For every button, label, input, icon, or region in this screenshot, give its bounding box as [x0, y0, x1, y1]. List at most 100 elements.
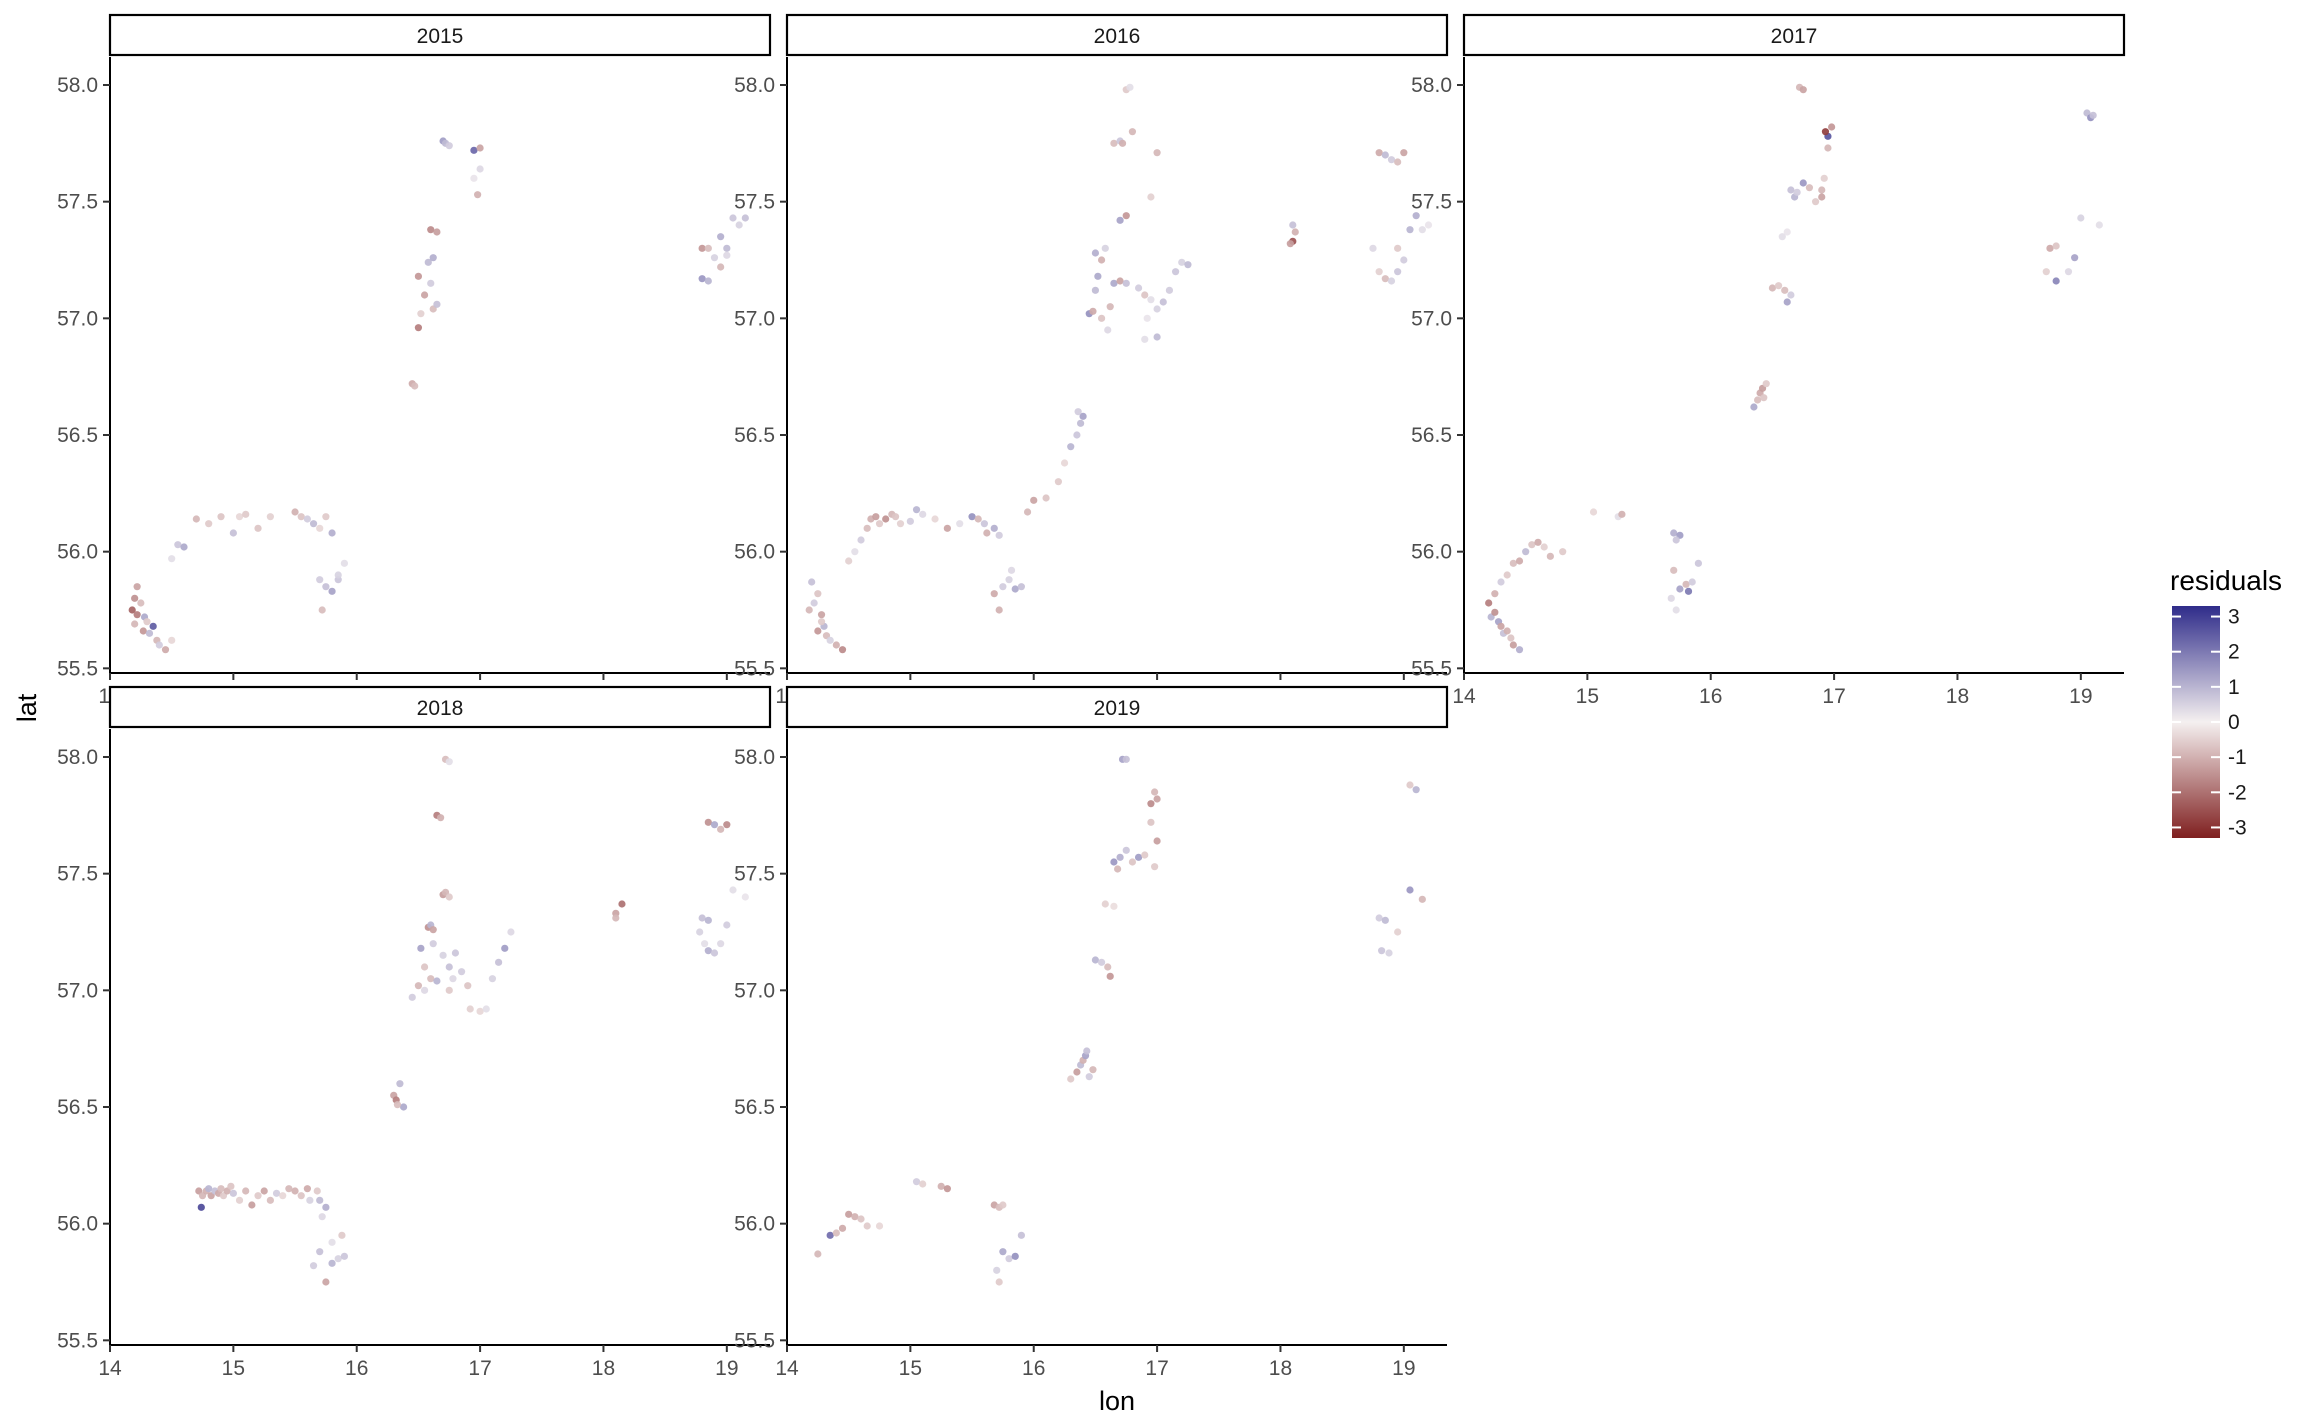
data-point: [1097, 958, 1106, 966]
data-point: [882, 515, 890, 523]
data-point: [990, 590, 998, 598]
data-point: [439, 951, 447, 959]
data-point: [445, 963, 453, 971]
data-point: [1116, 277, 1124, 285]
data-point: [1762, 380, 1770, 388]
data-point: [1412, 212, 1420, 220]
data-point: [1178, 258, 1186, 266]
data-point: [1820, 174, 1828, 182]
data-point: [429, 940, 437, 948]
data-point: [217, 513, 225, 521]
data-point: [128, 606, 136, 614]
facet-panel-2018: 2018 55.5 56.0 56.5 57.0 57.5 58.0 14 15 16 17 18 19: [57, 685, 772, 1380]
data-point: [309, 1262, 318, 1270]
x-tick-label: 16: [345, 1357, 368, 1380]
data-point: [1406, 226, 1414, 234]
data-point: [400, 1103, 408, 1111]
data-point: [242, 510, 250, 518]
data-point: [1134, 853, 1143, 861]
data-point: [1110, 139, 1118, 147]
data-point: [303, 515, 311, 523]
data-point: [826, 636, 834, 644]
data-point: [291, 1187, 299, 1195]
data-point: [318, 606, 326, 614]
data-point: [1147, 296, 1155, 304]
y-tick-label: 56.5: [734, 424, 775, 447]
data-point: [427, 226, 435, 234]
x-tick-label: 18: [592, 1357, 615, 1380]
data-point: [1023, 508, 1032, 516]
data-point: [1073, 431, 1081, 439]
data-point: [995, 531, 1003, 539]
data-point: [1394, 268, 1402, 276]
legend-label: 3: [2228, 606, 2240, 629]
data-point: [1515, 557, 1524, 565]
data-point: [1153, 795, 1161, 803]
data-point: [145, 629, 154, 637]
data-point: [1118, 139, 1127, 147]
data-point: [303, 1185, 311, 1193]
data-point: [1089, 307, 1097, 315]
data-point: [1104, 963, 1112, 971]
y-axis-title: lat: [12, 693, 42, 722]
data-point: [1528, 541, 1536, 549]
data-point: [1387, 277, 1396, 285]
data-point: [168, 636, 176, 644]
data-point: [832, 1229, 840, 1237]
data-point: [334, 1255, 342, 1263]
data-point: [1387, 156, 1396, 164]
data-point: [328, 1238, 336, 1246]
data-point: [143, 618, 151, 626]
data-point: [197, 1203, 205, 1211]
data-point: [698, 275, 706, 283]
data-point: [1159, 298, 1167, 306]
data-point: [1007, 566, 1016, 574]
data-point: [838, 1224, 847, 1232]
data-point: [1074, 408, 1082, 416]
data-point: [1017, 583, 1025, 591]
y-tick-label: 56.5: [1411, 424, 1452, 447]
facet-panel-2017: 2017 55.5 56.0 56.5 57.0 57.5 58.0 14 15 16 17 18 19: [1411, 13, 2126, 708]
data-point: [396, 1080, 404, 1088]
x-tick-label: 16: [1022, 1357, 1045, 1380]
data-point: [328, 1259, 336, 1267]
data-point: [1400, 256, 1408, 264]
data-point: [417, 310, 425, 318]
data-point: [1750, 403, 1758, 411]
facet-strip-label: 2018: [417, 697, 464, 720]
data-point: [2052, 277, 2060, 285]
y-tick-label: 57.0: [734, 307, 775, 330]
data-point: [476, 1007, 484, 1015]
facet-strip-2018: [108, 685, 772, 729]
data-point: [242, 1187, 250, 1195]
data-point: [420, 963, 429, 971]
data-point: [1079, 412, 1087, 420]
data-point: [1799, 86, 1807, 94]
data-point: [1375, 149, 1383, 157]
data-point: [433, 228, 441, 236]
data-point: [1094, 272, 1102, 280]
data-point: [297, 513, 305, 521]
data-point: [445, 758, 453, 766]
data-point: [139, 627, 147, 635]
data-point: [318, 1213, 326, 1221]
data-point: [832, 641, 840, 649]
data-point: [1091, 286, 1100, 294]
data-point: [1424, 221, 1433, 229]
data-point: [501, 944, 509, 952]
data-point: [729, 886, 737, 894]
data-point: [414, 324, 423, 332]
legend-label: -2: [2228, 781, 2247, 804]
data-point: [696, 928, 704, 936]
data-point: [999, 1248, 1007, 1256]
data-point: [710, 821, 719, 829]
color-legend: residuals 3 2 1 0 -1 -2 -3: [2170, 565, 2282, 839]
x-tick-label: 14: [1452, 685, 1476, 708]
data-point: [741, 893, 749, 901]
data-point: [1060, 459, 1069, 467]
data-point: [192, 515, 200, 523]
data-point: [322, 583, 330, 591]
x-tick-label: 14: [775, 1357, 799, 1380]
data-point: [297, 1192, 305, 1200]
